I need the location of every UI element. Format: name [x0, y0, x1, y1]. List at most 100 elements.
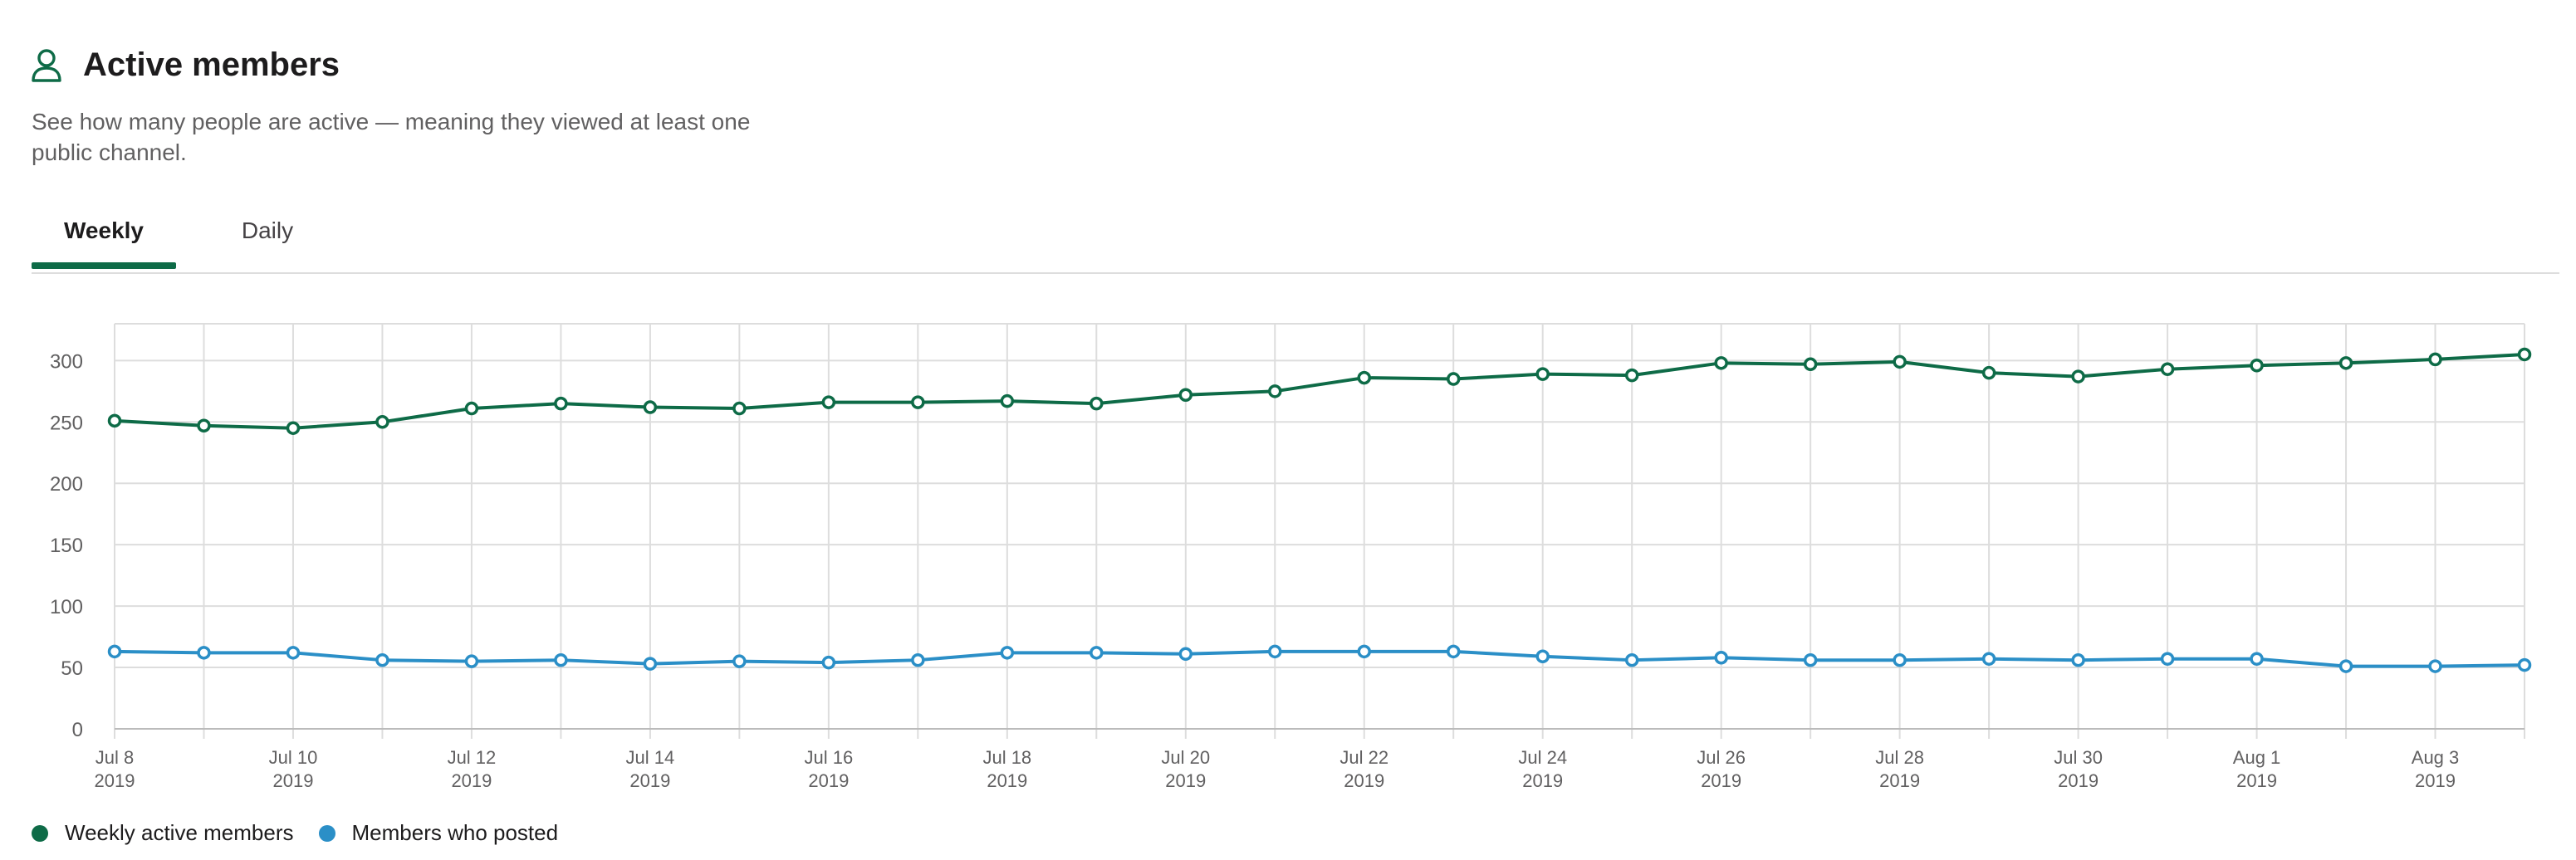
data-point-weekly-active: [2517, 347, 2532, 362]
legend-swatch-members-posted: [318, 824, 335, 842]
data-point-weekly-active: [1268, 384, 1282, 398]
data-point-members-posted: [643, 657, 658, 671]
data-point-weekly-active: [1714, 356, 1728, 370]
x-tick-label-year: 2019: [2058, 770, 2099, 791]
x-tick-label-year: 2019: [272, 770, 313, 791]
x-tick-label-year: 2019: [1344, 770, 1384, 791]
page-title: Active members: [83, 46, 340, 83]
data-point-weekly-active: [1803, 357, 1818, 372]
data-point-members-posted: [464, 654, 479, 668]
data-point-members-posted: [1803, 652, 1818, 667]
data-point-members-posted: [286, 646, 301, 660]
data-point-weekly-active: [911, 395, 925, 409]
y-tick-label: 250: [50, 412, 83, 434]
x-tick-label: Jul 28: [1875, 747, 1924, 768]
x-tick-label: Jul 30: [2054, 747, 2103, 768]
data-point-weekly-active: [107, 413, 122, 428]
x-tick-label: Aug 3: [2412, 747, 2460, 768]
legend-item-members-posted[interactable]: Members who posted: [318, 820, 559, 846]
data-point-weekly-active: [2071, 369, 2085, 384]
data-point-members-posted: [1357, 644, 1371, 659]
data-point-members-posted: [1178, 647, 1193, 662]
tab-daily[interactable]: Daily: [241, 217, 294, 243]
data-point-members-posted: [107, 644, 122, 659]
x-tick-label: Jul 22: [1339, 747, 1388, 768]
data-point-weekly-active: [2250, 359, 2264, 373]
data-point-weekly-active: [1178, 388, 1193, 403]
legend-item-weekly-active[interactable]: Weekly active members: [32, 820, 294, 846]
x-tick-label: Jul 18: [982, 747, 1031, 768]
data-point-weekly-active: [1893, 354, 1907, 369]
data-point-weekly-active: [1000, 393, 1015, 408]
x-tick-label-year: 2019: [2415, 770, 2456, 791]
data-point-weekly-active: [2428, 352, 2442, 367]
x-tick-label-year: 2019: [1701, 770, 1741, 791]
x-tick-label: Jul 10: [269, 747, 318, 768]
data-point-weekly-active: [286, 421, 301, 435]
data-point-weekly-active: [821, 395, 836, 409]
y-tick-label: 50: [61, 657, 83, 680]
x-tick-label-year: 2019: [2236, 770, 2277, 791]
data-point-weekly-active: [1981, 365, 1996, 380]
x-tick-label-year: 2019: [629, 770, 670, 791]
x-tick-label: Jul 20: [1161, 747, 1210, 768]
x-tick-label-year: 2019: [1165, 770, 1206, 791]
data-point-members-posted: [1714, 650, 1728, 665]
y-tick-label: 200: [50, 473, 83, 496]
series-line-weekly-active: [114, 352, 2525, 430]
data-point-weekly-active: [643, 400, 658, 414]
x-tick-label: Jul 16: [804, 747, 853, 768]
tab-selected-indicator: [32, 262, 176, 269]
y-tick-label: 0: [72, 719, 83, 741]
data-point-members-posted: [1981, 652, 1996, 666]
x-tick-label-year: 2019: [987, 770, 1027, 791]
x-tick-label-year: 2019: [1522, 770, 1563, 791]
x-tick-label-year: 2019: [1879, 770, 1920, 791]
data-point-members-posted: [1535, 649, 1550, 664]
data-point-weekly-active: [2160, 362, 2175, 376]
data-point-weekly-active: [554, 396, 568, 411]
data-point-members-posted: [1268, 644, 1282, 659]
data-point-members-posted: [1000, 646, 1015, 660]
series-line-members-posted: [114, 649, 2525, 668]
data-point-members-posted: [1090, 646, 1104, 660]
data-point-members-posted: [1624, 652, 1639, 667]
legend-label-members-posted: Members who posted: [351, 820, 559, 845]
section-header: Active members: [30, 46, 340, 84]
data-point-weekly-active: [1446, 372, 1461, 386]
x-tick-label-year: 2019: [808, 770, 849, 791]
y-tick-label: 150: [50, 535, 83, 557]
data-point-weekly-active: [1090, 396, 1104, 411]
data-point-weekly-active: [464, 401, 479, 416]
data-point-members-posted: [821, 655, 836, 670]
data-point-members-posted: [911, 652, 925, 667]
legend-swatch-weekly-active: [32, 824, 48, 842]
tab-weekly[interactable]: Weekly: [64, 217, 144, 243]
data-point-members-posted: [2160, 652, 2175, 666]
x-tick-label: Aug 1: [2233, 747, 2281, 768]
x-tick-label: Jul 26: [1697, 747, 1746, 768]
data-point-weekly-active: [197, 418, 211, 432]
x-tick-label: Jul 12: [448, 747, 497, 768]
x-tick-label-year: 2019: [451, 770, 492, 791]
data-point-members-posted: [732, 654, 747, 668]
data-point-members-posted: [197, 646, 211, 660]
data-point-members-posted: [375, 652, 389, 667]
data-point-members-posted: [2071, 652, 2085, 667]
x-tick-label-year: 2019: [95, 770, 135, 791]
legend-label-weekly-active: Weekly active members: [65, 820, 294, 845]
data-point-members-posted: [1893, 652, 1907, 667]
data-point-weekly-active: [1357, 370, 1371, 385]
data-point-weekly-active: [1624, 368, 1639, 383]
y-tick-label: 300: [50, 350, 83, 373]
data-point-members-posted: [554, 652, 568, 667]
data-point-members-posted: [2517, 657, 2532, 672]
data-point-weekly-active: [2338, 356, 2353, 370]
y-tick-label: 100: [50, 596, 83, 618]
data-point-members-posted: [1446, 644, 1461, 659]
data-point-weekly-active: [375, 415, 389, 429]
tab-bar: Weekly Daily: [32, 208, 2559, 274]
person-icon: [30, 47, 66, 84]
data-point-weekly-active: [732, 401, 747, 416]
